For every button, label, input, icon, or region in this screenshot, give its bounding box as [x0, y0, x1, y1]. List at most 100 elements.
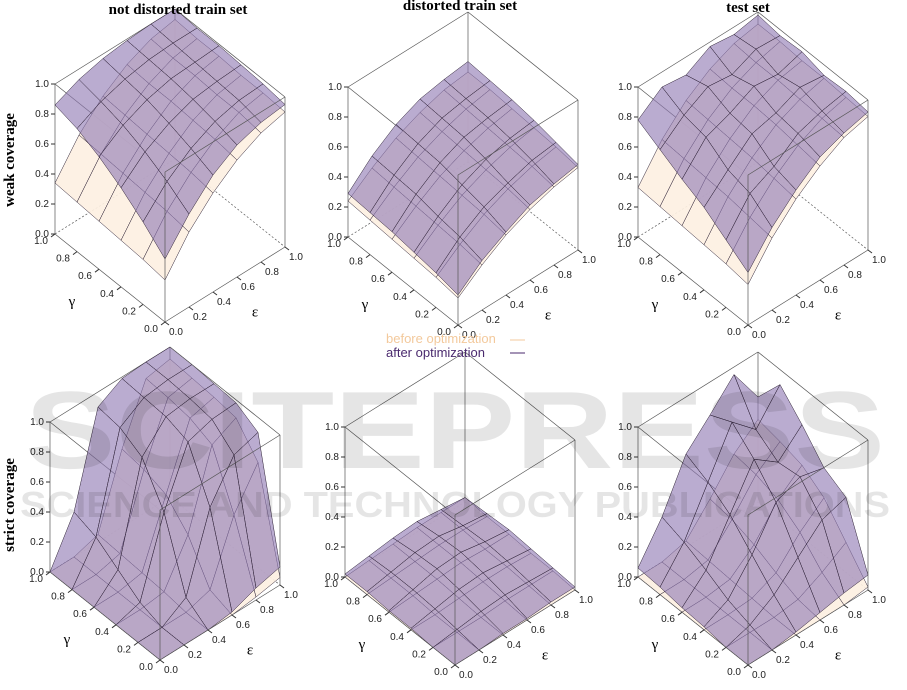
z-tick-label: 0.8	[30, 447, 44, 458]
box-edge	[637, 11, 759, 88]
y-tick-label: 0.0	[437, 327, 451, 338]
z-tick-label: 0.6	[328, 142, 342, 153]
y-tick-label: 0.0	[727, 327, 741, 338]
x-tick-label: 0.6	[824, 625, 838, 636]
z-tick-label: 1.0	[618, 82, 632, 93]
x-axis-label: ε	[247, 643, 253, 659]
y-tick-label: 0.8	[346, 597, 360, 608]
x-tick	[183, 644, 189, 649]
y-tick	[699, 289, 705, 294]
x-tick	[481, 309, 487, 314]
y-tick	[138, 303, 144, 308]
x-tick-label: 0.4	[800, 640, 814, 651]
z-tick-label: 0.4	[35, 169, 49, 180]
after-surface-cell	[725, 192, 773, 273]
x-tick-label: 0.8	[265, 267, 279, 278]
y-tick-label: 0.8	[349, 257, 363, 268]
y-tick	[340, 576, 346, 581]
z-tick-label: 0.6	[35, 139, 49, 150]
y-tick	[94, 268, 100, 273]
x-tick-label: 0.4	[212, 635, 226, 646]
x-tick	[457, 324, 463, 329]
y-tick	[633, 576, 639, 581]
y-axis-label: γ	[361, 297, 369, 313]
box-edge	[174, 8, 286, 98]
x-tick	[454, 664, 460, 669]
y-tick	[133, 642, 139, 646]
legend-label: before optimization	[386, 331, 496, 346]
y-tick-label: 1.0	[327, 239, 341, 250]
y-tick-label: 0.6	[661, 274, 675, 285]
z-tick-label: 0.4	[328, 172, 342, 183]
x-tick	[795, 294, 801, 299]
x-tick-label: 0.6	[534, 285, 548, 296]
box-edge	[637, 351, 759, 428]
box-edge	[637, 576, 749, 666]
z-tick-label: 0.8	[328, 112, 342, 123]
z-tick-label: 0.0	[328, 232, 342, 243]
x-tick-label: 0.0	[164, 665, 178, 676]
box-edge	[457, 99, 579, 176]
y-tick	[67, 589, 73, 593]
y-tick-label: 1.0	[617, 239, 631, 250]
y-tick-label: 0.4	[95, 627, 109, 638]
box-edge	[454, 589, 576, 666]
x-tick-label: 0.8	[848, 610, 862, 621]
y-tick-label: 0.0	[144, 324, 158, 335]
x-tick	[164, 321, 170, 326]
box-edge	[159, 584, 281, 661]
x-tick	[255, 599, 261, 604]
z-tick-label: 0.6	[30, 477, 44, 488]
y-tick-label: 0.8	[51, 592, 65, 603]
z-tick-label: 0.0	[30, 567, 44, 578]
x-tick	[502, 634, 508, 639]
x-tick	[526, 619, 532, 624]
x-tick-label: 1.0	[289, 252, 303, 263]
box-edge	[467, 161, 579, 251]
x-tick-label: 0.6	[824, 285, 838, 296]
box-edge	[757, 11, 869, 101]
x-tick-label: 1.0	[284, 590, 298, 601]
x-tick-label: 0.8	[260, 605, 274, 616]
x-axis-label: ε	[252, 305, 258, 321]
y-tick-label: 0.6	[78, 271, 92, 282]
y-tick	[45, 571, 51, 576]
x-tick	[574, 589, 580, 594]
after-surface-cell	[142, 180, 190, 260]
y-tick-label: 0.2	[415, 309, 429, 320]
x-tick-label: 1.0	[579, 595, 593, 606]
box-edge	[747, 589, 869, 666]
y-tick	[111, 624, 117, 629]
y-tick	[699, 629, 705, 634]
box-edge	[49, 571, 161, 661]
y-tick	[387, 271, 393, 276]
x-tick-label: 0.2	[188, 650, 202, 661]
y-tick-label: 0.8	[639, 257, 653, 268]
box-edge	[169, 346, 281, 436]
x-tick	[207, 629, 213, 634]
y-tick-label: 0.0	[434, 667, 448, 678]
x-tick-label: 0.0	[752, 330, 766, 341]
y-tick-label: 0.6	[661, 614, 675, 625]
y-tick-label: 0.2	[412, 649, 426, 660]
x-tick-label: 1.0	[872, 595, 886, 606]
z-tick-label: 0.8	[325, 452, 339, 463]
y-tick-label: 1.0	[617, 579, 631, 590]
box-edge	[457, 249, 579, 326]
y-tick	[655, 594, 661, 598]
y-tick-label: 0.6	[73, 609, 87, 620]
x-tick-label: 0.4	[217, 297, 231, 308]
box-edge	[164, 246, 286, 323]
y-tick	[409, 289, 415, 294]
x-tick-label: 1.0	[872, 255, 886, 266]
z-tick-label: 0.2	[328, 202, 342, 213]
x-tick	[505, 294, 511, 299]
x-tick	[478, 649, 484, 654]
y-tick	[721, 647, 727, 651]
z-tick-label: 0.4	[325, 512, 339, 523]
x-tick	[553, 264, 559, 269]
box-edge	[344, 351, 466, 428]
z-tick-label: 0.4	[618, 172, 632, 183]
z-tick-label: 0.8	[618, 112, 632, 123]
box-edge	[467, 11, 579, 101]
